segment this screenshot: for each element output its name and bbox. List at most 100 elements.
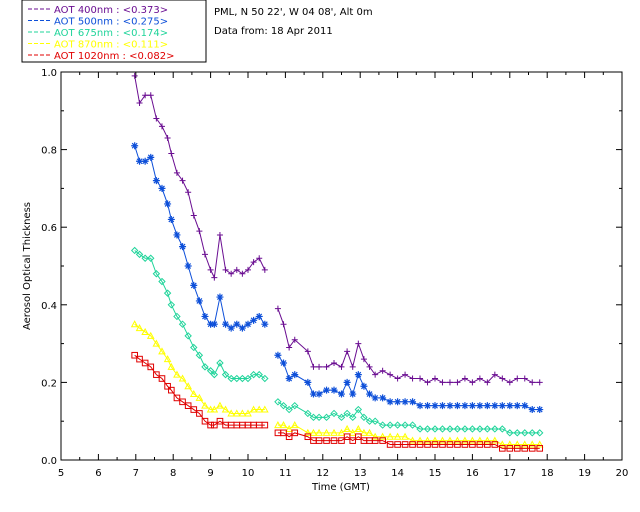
data-point: [401, 398, 409, 406]
x-tick-label: 6: [95, 468, 101, 479]
data-point: [498, 425, 507, 433]
data-point: [210, 370, 219, 379]
data-point: [438, 436, 447, 444]
data-point: [274, 351, 282, 359]
data-point: [216, 359, 224, 367]
data-point: [141, 254, 149, 262]
data-point: [190, 212, 197, 219]
data-point: [147, 92, 154, 99]
data-point: [349, 390, 357, 398]
x-tick-label: 20: [616, 468, 629, 479]
y-tick-label: 0.4: [41, 301, 57, 312]
x-tick-label: 9: [207, 468, 213, 479]
data-point: [309, 390, 317, 398]
data-point: [394, 375, 401, 382]
y-axis-ticks: 0.0 0.2 0.4 0.6 0.8 1.0: [41, 68, 622, 467]
x-axis-label: Time (GMT): [311, 482, 370, 493]
data-point: [178, 320, 187, 328]
data-point: [131, 142, 139, 150]
data-point: [521, 429, 529, 437]
data-point: [152, 177, 160, 185]
data-point: [207, 421, 214, 429]
data-point: [184, 402, 192, 409]
data-point: [255, 312, 263, 320]
data-point: [446, 379, 453, 386]
data-point: [338, 363, 345, 370]
data-point: [461, 375, 468, 382]
data-point: [168, 150, 175, 157]
data-point: [309, 413, 318, 422]
data-point: [536, 379, 543, 386]
series-line: [277, 401, 540, 434]
data-point: [168, 386, 175, 394]
data-point: [498, 402, 506, 410]
data-point: [158, 375, 166, 382]
data-point: [461, 436, 469, 444]
legend-label: AOT 870nm : <0.111>: [54, 40, 168, 51]
data-point: [528, 440, 537, 448]
data-point: [365, 428, 374, 436]
data-point: [491, 371, 498, 378]
data-point: [152, 339, 161, 347]
data-point: [468, 402, 476, 410]
data-point: [343, 433, 351, 441]
data-point: [216, 417, 224, 425]
x-tick-label: 12: [316, 468, 329, 479]
data-point: [249, 370, 258, 379]
data-point: [210, 405, 219, 413]
data-point: [476, 402, 484, 410]
data-point: [491, 402, 499, 410]
data-point: [513, 402, 521, 410]
data-point: [528, 445, 536, 452]
chart-subtitle: Data from: 18 Apr 2011: [214, 26, 333, 37]
data-point: [130, 246, 139, 255]
series-line: [134, 323, 265, 414]
data-point: [238, 374, 247, 383]
data-point: [227, 374, 235, 383]
data-point: [330, 428, 338, 436]
data-point: [210, 320, 218, 328]
data-point: [141, 157, 149, 165]
data-point: [506, 402, 514, 410]
series-aot-400nm: [131, 72, 543, 386]
data-point: [402, 371, 409, 378]
data-point: [371, 417, 379, 425]
data-point: [521, 402, 529, 410]
data-point: [360, 356, 367, 363]
data-point: [343, 378, 351, 386]
data-point: [222, 266, 229, 273]
data-point: [468, 425, 477, 433]
data-point: [521, 375, 528, 382]
data-point: [261, 421, 269, 429]
y-tick-label: 0.8: [41, 146, 57, 157]
data-point: [431, 402, 439, 410]
x-tick-label: 15: [429, 468, 442, 479]
data-point: [136, 100, 143, 107]
data-point: [379, 394, 387, 402]
data-point: [207, 266, 214, 273]
data-point: [255, 370, 263, 379]
data-point: [483, 436, 492, 444]
data-point: [304, 378, 312, 386]
data-point: [238, 409, 247, 417]
data-point: [401, 421, 409, 429]
data-point: [158, 347, 166, 355]
data-point: [290, 421, 299, 429]
data-point: [354, 371, 362, 379]
data-point: [189, 389, 198, 398]
data-point: [499, 375, 506, 382]
data-point: [216, 293, 224, 301]
data-point: [147, 254, 155, 262]
data-point: [233, 266, 240, 273]
data-point: [461, 441, 469, 448]
data-point: [260, 405, 269, 413]
data-point: [233, 320, 241, 328]
data-point: [244, 320, 252, 328]
data-point: [291, 371, 299, 379]
data-point: [490, 436, 499, 444]
series-layer: [130, 72, 544, 452]
data-point: [173, 169, 180, 176]
data-point: [173, 312, 181, 321]
data-point: [379, 367, 386, 374]
data-point: [330, 437, 338, 444]
